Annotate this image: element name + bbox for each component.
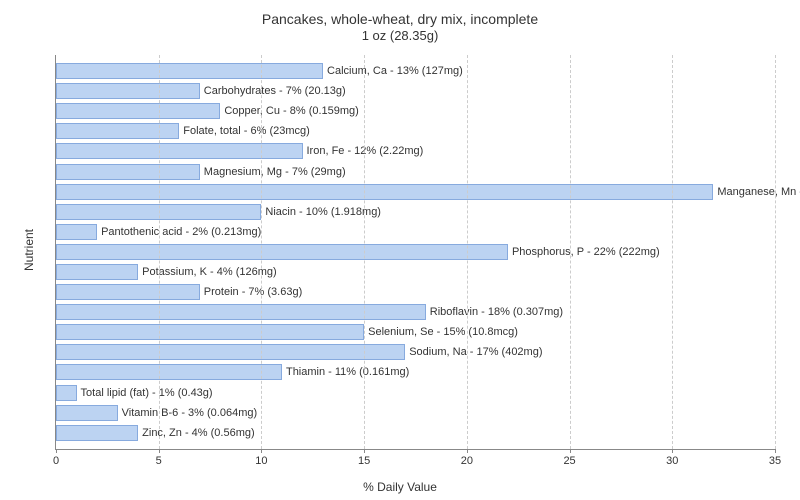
- bar-row: Copper, Cu - 8% (0.159mg): [56, 103, 775, 119]
- chart-title-sub: 1 oz (28.35g): [0, 28, 800, 45]
- bar-row: Total lipid (fat) - 1% (0.43g): [56, 385, 775, 401]
- xtick-label: 0: [53, 455, 59, 467]
- xtick-mark: [775, 449, 776, 453]
- bar: [56, 83, 200, 99]
- bar: [56, 103, 220, 119]
- bar: [56, 405, 118, 421]
- bar-row: Riboflavin - 18% (0.307mg): [56, 304, 775, 320]
- bar-row: Thiamin - 11% (0.161mg): [56, 364, 775, 380]
- bar-label: Zinc, Zn - 4% (0.56mg): [138, 427, 254, 439]
- xtick-label: 20: [461, 455, 473, 467]
- xtick-label: 30: [666, 455, 678, 467]
- gridline: [467, 55, 468, 449]
- bar-row: Potassium, K - 4% (126mg): [56, 264, 775, 280]
- bar: [56, 284, 200, 300]
- bar-label: Thiamin - 11% (0.161mg): [282, 366, 409, 378]
- bar: [56, 164, 200, 180]
- bar: [56, 385, 77, 401]
- xtick-label: 10: [255, 455, 267, 467]
- xtick-label: 25: [563, 455, 575, 467]
- bar: [56, 123, 179, 139]
- bar: [56, 184, 713, 200]
- bar-row: Phosphorus, P - 22% (222mg): [56, 244, 775, 260]
- bar-row: Selenium, Se - 15% (10.8mcg): [56, 324, 775, 340]
- bar-label: Protein - 7% (3.63g): [200, 286, 302, 298]
- plot-area: Calcium, Ca - 13% (127mg) Carbohydrates -…: [55, 55, 775, 450]
- bar-row: Iron, Fe - 12% (2.22mg): [56, 143, 775, 159]
- gridline: [775, 55, 776, 449]
- chart-title-main: Pancakes, whole-wheat, dry mix, incomple…: [0, 10, 800, 28]
- bar: [56, 364, 282, 380]
- xtick-mark: [570, 449, 571, 453]
- bar-label: Vitamin B-6 - 3% (0.064mg): [118, 407, 258, 419]
- bar: [56, 304, 426, 320]
- bar-label: Iron, Fe - 12% (2.22mg): [303, 145, 424, 157]
- bar-row: Niacin - 10% (1.918mg): [56, 204, 775, 220]
- bar: [56, 244, 508, 260]
- x-axis-label: % Daily Value: [0, 480, 800, 494]
- bar-label: Copper, Cu - 8% (0.159mg): [220, 105, 359, 117]
- bars-container: Calcium, Ca - 13% (127mg) Carbohydrates -…: [56, 61, 775, 443]
- bar: [56, 143, 303, 159]
- xtick-label: 35: [769, 455, 781, 467]
- bar-row: Sodium, Na - 17% (402mg): [56, 344, 775, 360]
- xtick-mark: [56, 449, 57, 453]
- bar-label: Total lipid (fat) - 1% (0.43g): [77, 387, 213, 399]
- bar-label: Calcium, Ca - 13% (127mg): [323, 65, 463, 77]
- chart-title: Pancakes, whole-wheat, dry mix, incomple…: [0, 0, 800, 45]
- bar: [56, 324, 364, 340]
- bar-label: Manganese, Mn - 32% (0.634mg): [713, 186, 800, 198]
- bar-row: Carbohydrates - 7% (20.13g): [56, 83, 775, 99]
- xtick-mark: [467, 449, 468, 453]
- xtick-mark: [159, 449, 160, 453]
- bar-label: Carbohydrates - 7% (20.13g): [200, 85, 346, 97]
- bar-label: Folate, total - 6% (23mcg): [179, 125, 310, 137]
- bar-label: Magnesium, Mg - 7% (29mg): [200, 166, 346, 178]
- bar: [56, 224, 97, 240]
- bar-row: Protein - 7% (3.63g): [56, 284, 775, 300]
- bar-label: Pantothenic acid - 2% (0.213mg): [97, 226, 261, 238]
- bar: [56, 425, 138, 441]
- bar-label: Phosphorus, P - 22% (222mg): [508, 246, 660, 258]
- xtick-mark: [672, 449, 673, 453]
- bar: [56, 63, 323, 79]
- gridline: [261, 55, 262, 449]
- bar-row: Vitamin B-6 - 3% (0.064mg): [56, 405, 775, 421]
- nutrient-chart: Pancakes, whole-wheat, dry mix, incomple…: [0, 0, 800, 500]
- bar: [56, 344, 405, 360]
- bar-label: Selenium, Se - 15% (10.8mcg): [364, 326, 518, 338]
- bar-label: Sodium, Na - 17% (402mg): [405, 346, 542, 358]
- bar-label: Niacin - 10% (1.918mg): [261, 206, 381, 218]
- bar-row: Manganese, Mn - 32% (0.634mg): [56, 184, 775, 200]
- gridline: [570, 55, 571, 449]
- bar-label: Riboflavin - 18% (0.307mg): [426, 306, 563, 318]
- xtick-mark: [364, 449, 365, 453]
- gridline: [159, 55, 160, 449]
- xtick-label: 5: [156, 455, 162, 467]
- y-axis-label: Nutrient: [22, 229, 36, 271]
- bar-row: Calcium, Ca - 13% (127mg): [56, 63, 775, 79]
- xtick-mark: [261, 449, 262, 453]
- bar-row: Pantothenic acid - 2% (0.213mg): [56, 224, 775, 240]
- bar-row: Zinc, Zn - 4% (0.56mg): [56, 425, 775, 441]
- gridline: [364, 55, 365, 449]
- bar: [56, 264, 138, 280]
- xtick-label: 15: [358, 455, 370, 467]
- bar-row: Folate, total - 6% (23mcg): [56, 123, 775, 139]
- bar-row: Magnesium, Mg - 7% (29mg): [56, 164, 775, 180]
- gridline: [672, 55, 673, 449]
